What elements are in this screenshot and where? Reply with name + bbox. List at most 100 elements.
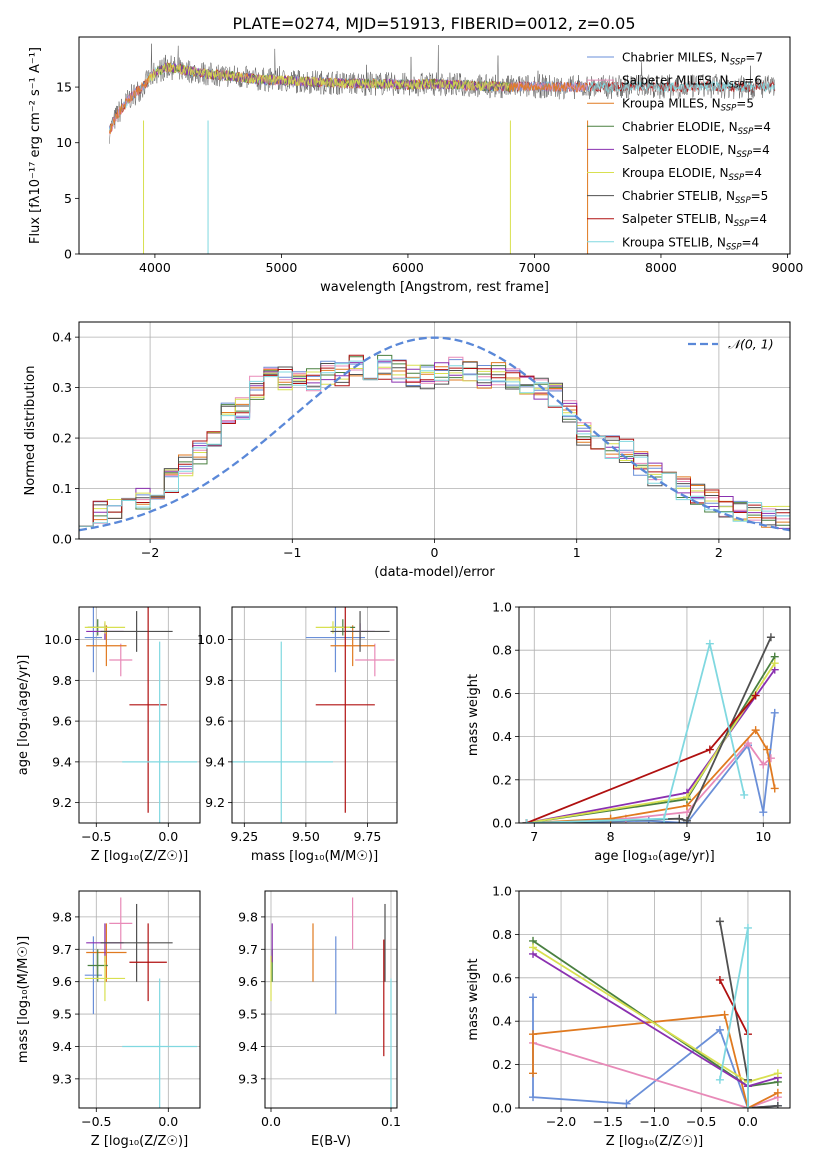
y-tick-label: 9.4 <box>205 754 225 769</box>
x-tick-label: 5000 <box>266 260 298 275</box>
legend-count: =4 <box>749 212 767 226</box>
y-tick-label: 9.4 <box>52 754 72 769</box>
legend-label: Kroupa ELODIE, N <box>622 166 729 180</box>
errorbar-chabrier-stelib <box>100 903 173 982</box>
y-tick-label: 9.8 <box>238 909 258 924</box>
y-tick-label: 10 <box>56 135 72 150</box>
weight-series-chabrier-elodie <box>529 936 782 1091</box>
x-tick-label: 0.0 <box>158 1114 178 1129</box>
weight-marker <box>773 1101 782 1108</box>
legend-subscript: SSP <box>736 150 752 160</box>
x-tick-label: −1 <box>283 545 301 560</box>
legend-count: =4 <box>753 120 771 134</box>
weight-marker <box>720 1010 729 1019</box>
weight-marker <box>529 1069 538 1078</box>
weight-marker <box>759 808 768 817</box>
errorbar-kroupa-stelib <box>232 641 333 823</box>
weight-marker <box>740 790 749 799</box>
weight-marker <box>770 784 779 793</box>
y-tick-label: 9.3 <box>238 1071 258 1086</box>
y-tick-label: 0.0 <box>492 816 512 831</box>
legend-count: =4 <box>752 143 770 157</box>
weight-marker <box>675 814 684 823</box>
weight-marker <box>705 745 714 754</box>
x-tick-label: 2 <box>715 545 723 560</box>
errorbar-chabrier-stelib <box>330 611 390 652</box>
weight-series-chabrier-stelib <box>522 633 775 823</box>
x-tick-label: −1.0 <box>639 1114 669 1129</box>
mass-vs-z-axes: −0.5 0.0 9.3 9.4 9.5 9.6 9.7 9.8 Z [log₁₀(Z/Z☉)]… <box>16 890 201 1149</box>
y-tick-label: 10.0 <box>197 632 225 647</box>
weight-marker <box>682 793 691 802</box>
x-tick-label: 10 <box>755 829 771 844</box>
errorbar-kroupa-miles <box>86 625 127 667</box>
legend-label: Salpeter STELIB, N <box>622 212 734 226</box>
x-tick-label: 0 <box>431 545 439 560</box>
x-tick-label: 9.25 <box>230 829 258 844</box>
weight-series-kroupa-stelib <box>522 639 749 823</box>
x-tick-label: −1.5 <box>593 1114 623 1129</box>
errorbar-kroupa-miles <box>86 923 127 982</box>
legend-entry: Chabrier ELODIE, NSSP=4 <box>622 120 771 137</box>
y-axis-label: age [log₁₀(age/yr)] <box>16 655 31 776</box>
mass-vs-z-plot-area <box>84 897 198 1108</box>
age-vs-mass-frame <box>231 606 398 824</box>
weight-marker <box>773 1088 782 1097</box>
errorbar-chabrier-miles <box>84 607 103 673</box>
weight-marker <box>622 1099 631 1108</box>
weight-line <box>526 712 776 823</box>
legend-count: =5 <box>736 97 754 111</box>
errorbar-kroupa-elodie <box>84 955 126 1002</box>
x-tick-label: −0.5 <box>686 1114 716 1129</box>
y-tick-label: 0.4 <box>52 330 72 345</box>
y-axis-label: mass weight <box>466 674 481 756</box>
weight-line <box>532 997 778 1108</box>
legend-label: Chabrier MILES, N <box>622 51 730 65</box>
weight-marker <box>770 708 779 717</box>
x-tick-label: 0.0 <box>158 829 178 844</box>
x-tick-label: 9.75 <box>354 829 382 844</box>
x-axis-label: Z [log₁₀(Z/Z☉)] <box>91 1134 188 1149</box>
legend-entry: Chabrier MILES, NSSP=7 <box>622 51 763 68</box>
x-tick-label: −2.0 <box>546 1114 576 1129</box>
y-tick-label: 0.2 <box>492 1057 512 1072</box>
weight-series-salpeter-elodie <box>529 949 782 1091</box>
legend-label: Salpeter MILES, N <box>622 74 729 88</box>
spectrum-line-chabrier-stelib <box>109 43 776 144</box>
x-axis-label: E(B-V) <box>311 1134 351 1149</box>
y-tick-label: 9.4 <box>52 1039 72 1054</box>
x-tick-label: −2 <box>141 545 159 560</box>
y-tick-label: 0.4 <box>492 1014 512 1029</box>
x-tick-label: 9 <box>683 829 691 844</box>
spectrum-line-salpeter-miles <box>109 64 588 135</box>
weight-marker <box>715 1075 724 1084</box>
legend-subscript: SSP <box>738 127 754 137</box>
y-tick-label: 15 <box>56 80 72 95</box>
legend-subscript: SSP <box>730 58 746 68</box>
age-vs-mass-axes: 9.25 9.50 9.75 9.2 9.4 9.6 9.8 10.0 mass [log₁₀(… <box>197 606 398 864</box>
y-tick-label: 9.5 <box>52 1007 72 1022</box>
y-tick-label: 1.0 <box>492 884 512 899</box>
weight-marker <box>766 633 775 642</box>
residuals-legend: 𝒩(0, 1) <box>688 337 774 352</box>
mass-vs-ebv-frame <box>264 890 398 1109</box>
x-axis-label: mass [log₁₀(M/M☉)] <box>251 849 378 864</box>
legend-count: =4 <box>742 235 760 249</box>
y-tick-label: 9.7 <box>52 942 72 957</box>
y-tick-label: 9.8 <box>205 673 225 688</box>
legend-entry: 𝒩(0, 1) <box>728 337 774 352</box>
spectrum-plot-area <box>109 43 776 254</box>
mass-vs-z-frame <box>78 890 201 1109</box>
weight-marker <box>529 1093 538 1102</box>
legend-subscript: SSP <box>721 104 737 114</box>
residuals-plot-area <box>79 336 790 532</box>
y-tick-label: 0.3 <box>52 380 72 395</box>
errorbar-salpeter-stelib <box>129 607 167 813</box>
residual-histogram-kroupa-stelib <box>79 359 790 527</box>
residuals-axes: −2 −1 0 1 2 0.0 0.1 0.2 0.3 0.4 (data-model)/error… <box>23 321 791 580</box>
weight-series-salpeter-miles <box>529 1038 782 1108</box>
spectrum-line-kroupa-elodie <box>148 63 510 92</box>
errorbar-kroupa-stelib <box>122 978 198 1108</box>
y-tick-label: 9.6 <box>205 714 225 729</box>
x-axis-label: Z [log₁₀(Z/Z☉)] <box>91 849 188 864</box>
